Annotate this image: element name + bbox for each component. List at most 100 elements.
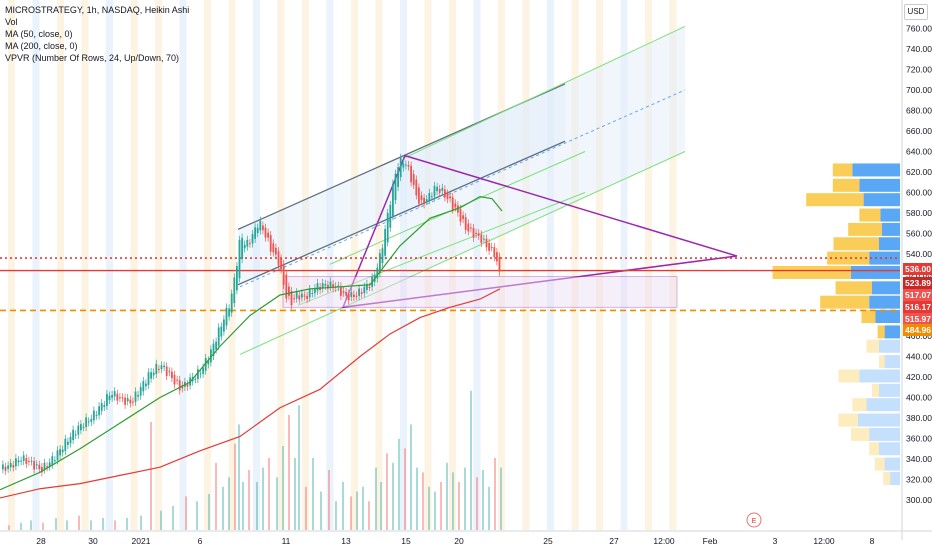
time-axis[interactable]: 28 30 2021 6 11 13 15 20 25 27 12:00 Feb 3 12:00 8 bbox=[0, 530, 932, 546]
candle-body bbox=[17, 460, 20, 463]
volume-bar bbox=[298, 405, 300, 530]
volume-bar bbox=[196, 501, 198, 530]
session-stripe bbox=[522, 0, 530, 530]
session-stripe bbox=[155, 0, 162, 530]
y-tick-label: 360.00 bbox=[906, 434, 932, 444]
volume-bar bbox=[126, 518, 128, 530]
vpvr-down-bar bbox=[883, 471, 891, 485]
volume-bar bbox=[368, 501, 370, 530]
triangle-pattern bbox=[341, 154, 738, 309]
vpvr-down-bar bbox=[832, 163, 853, 177]
session-stripe bbox=[351, 0, 358, 530]
volume-bar bbox=[392, 462, 394, 530]
candle-body bbox=[207, 360, 210, 365]
candle-body bbox=[259, 220, 262, 231]
vpvr-up-bar bbox=[890, 471, 900, 485]
candle-body bbox=[12, 465, 15, 468]
candle-body bbox=[199, 373, 202, 375]
x-tick-label: 12:00 bbox=[653, 536, 675, 546]
candle-body bbox=[410, 165, 412, 183]
candle-body bbox=[340, 286, 342, 296]
candle-body bbox=[212, 343, 215, 356]
candle-body bbox=[444, 189, 446, 198]
candle-body bbox=[381, 248, 384, 264]
candle-body bbox=[158, 368, 160, 370]
volume-bar bbox=[452, 472, 454, 530]
candle-body bbox=[493, 247, 496, 258]
symbol-title[interactable]: MICROSTRATEGY, 1h, NASDAQ, Heikin Ashi bbox=[5, 5, 190, 15]
volume-bar bbox=[262, 467, 264, 530]
candle-body bbox=[80, 424, 82, 431]
volume-bar bbox=[185, 496, 187, 530]
legend-ma200[interactable]: MA (200, close, 0) bbox=[5, 41, 78, 51]
candle-body bbox=[215, 341, 217, 350]
candle-body bbox=[111, 395, 113, 398]
candle-body bbox=[93, 410, 95, 421]
candle-body bbox=[420, 195, 423, 201]
candle-body bbox=[290, 291, 293, 306]
volume-bar bbox=[294, 458, 296, 530]
session-stripe bbox=[228, 0, 236, 530]
vpvr-down-bar bbox=[833, 237, 879, 251]
legend-volume[interactable]: Vol bbox=[5, 17, 18, 27]
candle-body bbox=[477, 233, 480, 236]
y-tick-label: 700.00 bbox=[906, 85, 932, 95]
session-stripe bbox=[253, 0, 260, 530]
candle-body bbox=[249, 243, 251, 245]
candle-body bbox=[332, 284, 334, 289]
session-stripe bbox=[106, 0, 113, 530]
candle-body bbox=[454, 203, 457, 208]
x-tick-label: 13 bbox=[341, 536, 351, 546]
candle-body bbox=[41, 466, 43, 473]
vpvr-up-bar bbox=[872, 281, 900, 295]
legend-vpvr[interactable]: VPVR (Number Of Rows, 24, Up/Down, 70) bbox=[5, 53, 180, 63]
x-tick-label: 15 bbox=[401, 536, 411, 546]
volume-bar bbox=[30, 520, 32, 530]
candle-body bbox=[85, 417, 87, 428]
vpvr-up-bar bbox=[881, 222, 900, 236]
y-tick-label: 620.00 bbox=[906, 167, 932, 177]
vpvr-up-bar bbox=[863, 193, 900, 207]
candle-body bbox=[308, 289, 311, 298]
earnings-event[interactable]: E bbox=[746, 512, 762, 528]
candle-body bbox=[142, 381, 145, 392]
candle-body bbox=[132, 401, 134, 403]
candle-body bbox=[425, 199, 428, 202]
volume-bar bbox=[140, 515, 142, 530]
candle-body bbox=[384, 229, 386, 256]
volume-bar bbox=[114, 520, 116, 530]
candle-body bbox=[441, 187, 444, 191]
candle-body bbox=[87, 421, 90, 423]
volume-bar bbox=[350, 496, 352, 530]
session-stripe bbox=[571, 0, 579, 530]
price-label-text: 523.89 bbox=[905, 278, 931, 288]
volume-bar bbox=[312, 458, 314, 530]
price-axis[interactable]: 300.00 320.00 340.00 360.00 380.00 400.00 420.… bbox=[901, 0, 932, 540]
currency-button[interactable]: USD bbox=[904, 4, 928, 20]
y-tick-label: 740.00 bbox=[906, 44, 932, 54]
candle-body bbox=[295, 292, 298, 299]
volume-bar bbox=[482, 470, 484, 530]
candle-body bbox=[415, 179, 418, 196]
candle-body bbox=[186, 384, 189, 387]
candle-body bbox=[280, 258, 282, 270]
volume-bar bbox=[234, 443, 236, 530]
legend-ma50[interactable]: MA (50, close, 0) bbox=[5, 29, 73, 39]
candle-body bbox=[277, 251, 280, 266]
vpvr-up-bar bbox=[869, 295, 900, 309]
vpvr-up-bar bbox=[875, 310, 900, 324]
volume-bar bbox=[42, 522, 44, 530]
volume-bar bbox=[288, 414, 290, 530]
x-tick-label: 8 bbox=[870, 536, 875, 546]
session-stripe bbox=[596, 0, 603, 530]
volume-bar bbox=[464, 467, 466, 530]
candle-body bbox=[77, 425, 80, 435]
candle-body bbox=[126, 398, 129, 402]
candle-body bbox=[121, 397, 124, 399]
vpvr-up-bar bbox=[859, 369, 900, 383]
candle-body bbox=[20, 460, 22, 462]
vpvr-up-bar bbox=[858, 413, 900, 427]
candle-body bbox=[293, 298, 295, 300]
price-label-text: 516.17 bbox=[905, 302, 931, 312]
